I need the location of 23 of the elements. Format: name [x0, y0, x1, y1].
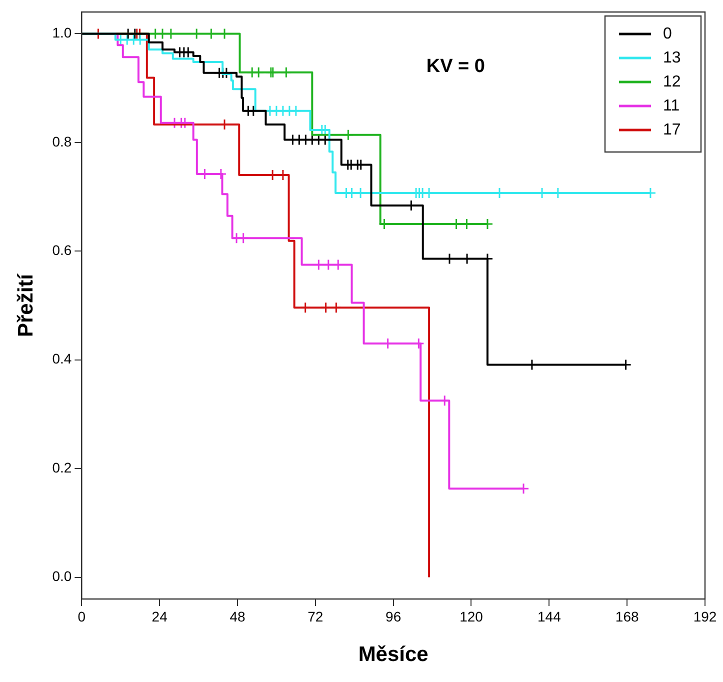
x-tick-label: 24	[152, 608, 168, 624]
x-tick-label: 72	[308, 608, 324, 624]
x-tick-label: 144	[537, 608, 562, 624]
y-tick-label: 1.0	[52, 24, 72, 41]
y-axis-title: Přežití	[14, 272, 38, 338]
y-tick-label: 0.6	[52, 242, 72, 258]
x-tick-label: 48	[230, 608, 246, 624]
y-tick-label: 0.0	[52, 568, 72, 584]
y-tick-label: 0.4	[52, 350, 72, 367]
legend-label: 13	[663, 49, 681, 66]
y-tick-label: 0.2	[52, 459, 72, 476]
legend-label: 0	[663, 25, 672, 42]
x-tick-label: 168	[615, 608, 639, 624]
y-tick-label: 0.8	[52, 133, 72, 150]
x-axis-title: Měsíce	[358, 643, 428, 666]
x-tick-label: 96	[386, 608, 402, 624]
annotation: KV = 0	[426, 56, 485, 78]
x-tick-label: 120	[460, 608, 484, 624]
legend-label: 11	[663, 97, 680, 114]
x-tick-label: 192	[693, 608, 717, 624]
legend-label: 12	[663, 73, 681, 90]
x-tick-label: 0	[78, 608, 86, 624]
legend-label: 17	[663, 121, 681, 138]
